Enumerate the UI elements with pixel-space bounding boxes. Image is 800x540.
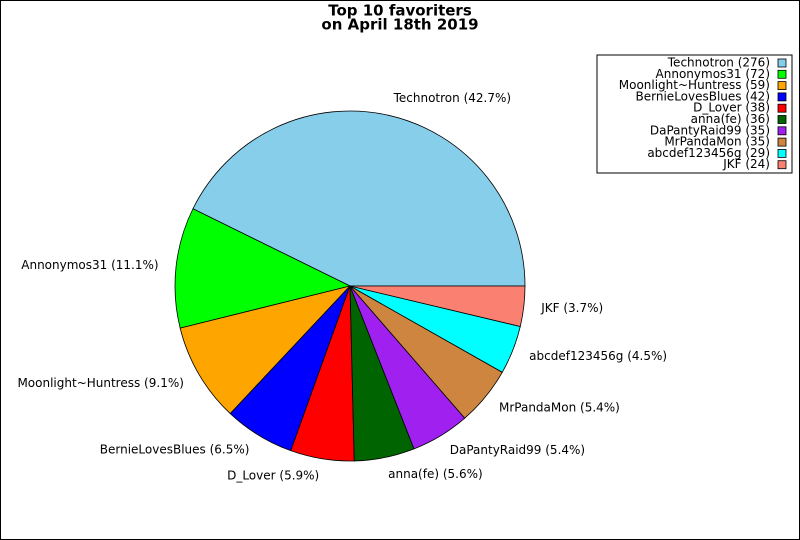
legend-box	[596, 54, 793, 174]
slice-label: BernieLovesBlues (6.5%)	[100, 443, 250, 457]
slice-label: JKF (3.7%)	[540, 301, 603, 315]
legend-label: DaPantyRaid99 (35)	[650, 123, 770, 137]
pie-slice	[179, 285, 352, 415]
legend-swatch	[777, 103, 787, 113]
legend-swatch	[777, 160, 787, 170]
legend-swatch	[777, 69, 787, 79]
legend-swatch	[777, 115, 787, 124]
pie-slice	[349, 285, 526, 327]
legend-label: anna(fe) (36)	[691, 112, 770, 126]
legend-label: JKF (24)	[722, 157, 770, 171]
legend-label: Moonlight~Huntress (59)	[619, 78, 770, 92]
pie-slice	[192, 110, 526, 287]
slice-label: anna(fe) (5.6%)	[388, 467, 483, 481]
legend-label: Annonymos31 (72)	[656, 67, 770, 81]
legend-swatch	[777, 92, 787, 102]
legend-label: Technotron (276)	[667, 56, 770, 70]
slice-label: MrPandaMon (5.4%)	[499, 400, 620, 414]
slice-label: Technotron (42.7%)	[393, 91, 511, 105]
legend-swatch	[777, 137, 787, 147]
legend-label: abcdef123456g (29)	[647, 146, 770, 160]
legend-label: MrPandaMon (35)	[664, 135, 770, 149]
slice-label: D_Lover (5.9%)	[227, 469, 319, 483]
slice-label: DaPantyRaid99 (5.4%)	[450, 443, 585, 457]
chart-title: Top 10 favoriters	[328, 2, 472, 20]
chart-subtitle: on April 18th 2019	[321, 16, 478, 34]
legend-swatch	[777, 126, 787, 136]
legend-swatch	[777, 81, 787, 90]
legend-swatch	[777, 58, 787, 68]
slice-label: abcdef123456g (4.5%)	[529, 349, 667, 363]
legend-label: BernieLovesBlues (42)	[636, 89, 770, 103]
pie-slice	[174, 208, 352, 329]
slice-label: Annonymos31 (11.1%)	[21, 258, 158, 272]
legend-label: D_Lover (38)	[693, 101, 770, 115]
slice-label: Moonlight~Huntress (9.1%)	[17, 376, 183, 390]
legend-swatch	[777, 148, 787, 158]
